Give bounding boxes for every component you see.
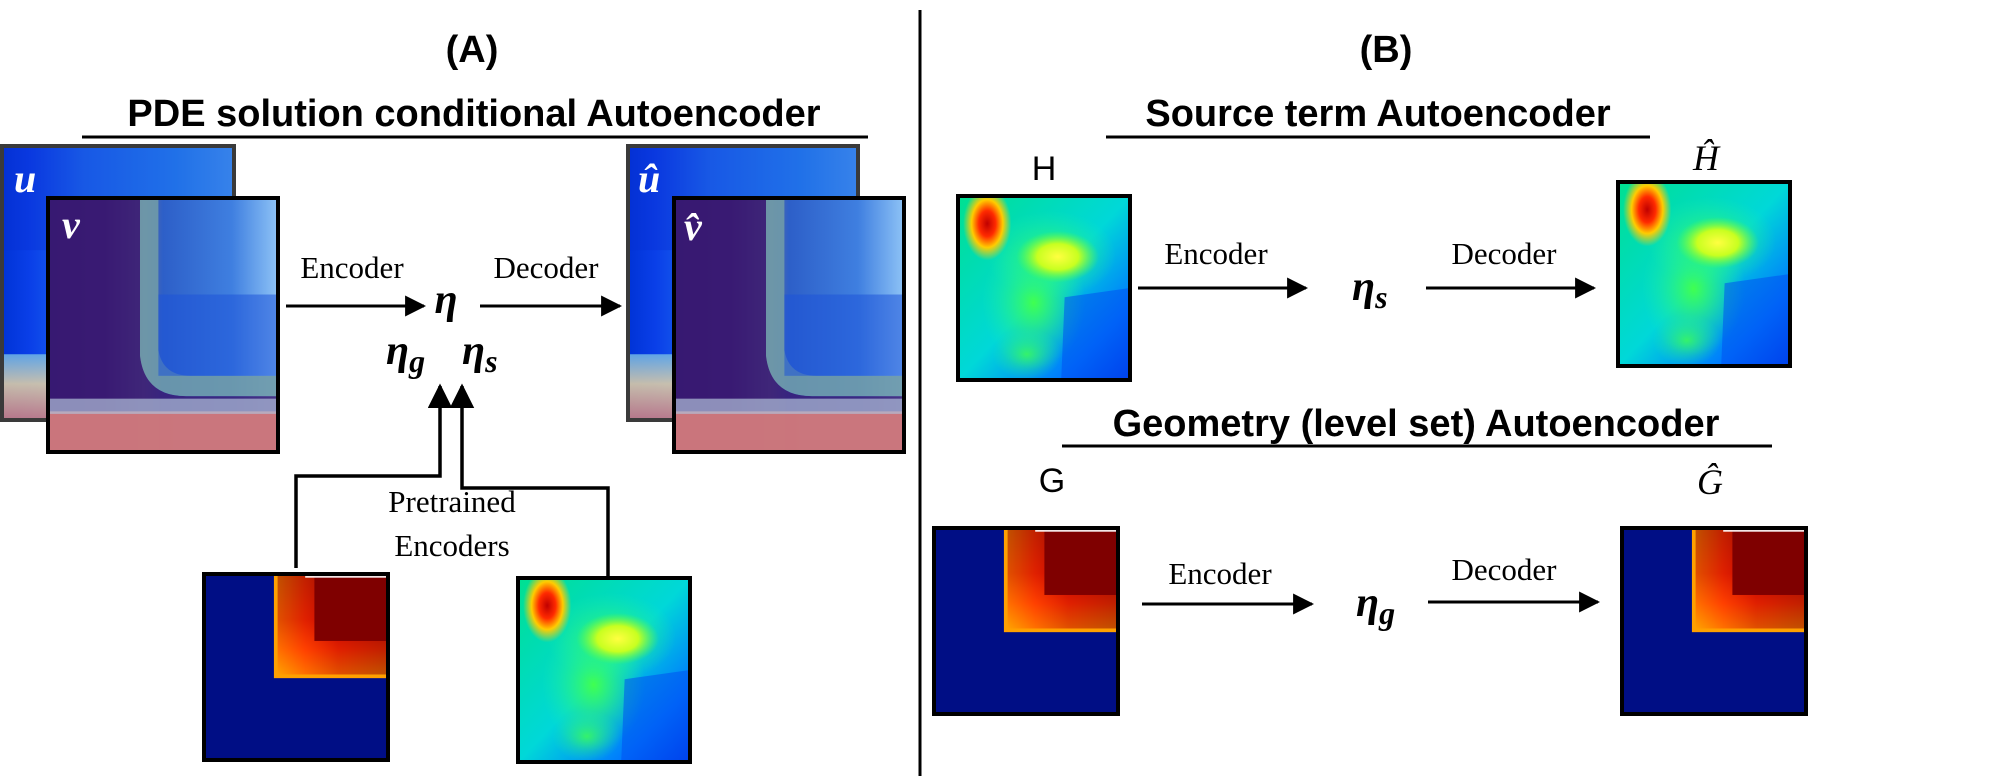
panel-a-title: PDE solution conditional Autoencoder (127, 93, 820, 135)
output-u-label: û (638, 156, 660, 201)
source-input-image (956, 194, 1132, 382)
latent-eta: η (434, 277, 457, 323)
input-v-image (46, 196, 280, 454)
source-title: Source term Autoencoder (1145, 93, 1610, 135)
geometry-output-image (1620, 526, 1808, 716)
source-latent: ηs (1352, 264, 1388, 315)
pretrained-source-image (516, 576, 692, 764)
geometry-input-image (932, 526, 1120, 716)
latent-eta-g: ηg (386, 328, 425, 379)
geometry-encoder-label: Encoder (1168, 556, 1272, 591)
input-v-label: v (62, 202, 81, 247)
pretrained-geometry-connector (294, 383, 453, 568)
geometry-output-label: Ĝ (1697, 462, 1723, 502)
input-u-label: u (14, 156, 36, 201)
geometry-decoder-label: Decoder (1452, 552, 1558, 587)
source-input-label: H (1032, 150, 1057, 188)
output-v-label: v̂ (684, 204, 703, 249)
latent-eta-s: ηs (462, 328, 498, 379)
pretrained-geometry-image (202, 572, 390, 762)
pretrained-source-connector (449, 383, 610, 578)
panel-a-decoder-label: Decoder (494, 250, 600, 285)
panel-a-tag: (A) (446, 29, 499, 71)
source-output-label: Ĥ (1692, 138, 1721, 178)
source-decoder-label: Decoder (1452, 236, 1558, 271)
panel-a-encoder-label: Encoder (300, 250, 404, 285)
geometry-input-label: G (1039, 462, 1065, 500)
source-encoder-label: Encoder (1164, 236, 1268, 271)
pretrained-label-line2: Encoders (394, 528, 509, 563)
pretrained-label-line1: Pretrained (388, 484, 516, 519)
panel-b-tag: (B) (1360, 29, 1413, 71)
source-output-image (1616, 180, 1792, 368)
output-v-image (672, 196, 906, 454)
geometry-latent: ηg (1356, 580, 1395, 631)
geometry-title: Geometry (level set) Autoencoder (1113, 403, 1720, 445)
